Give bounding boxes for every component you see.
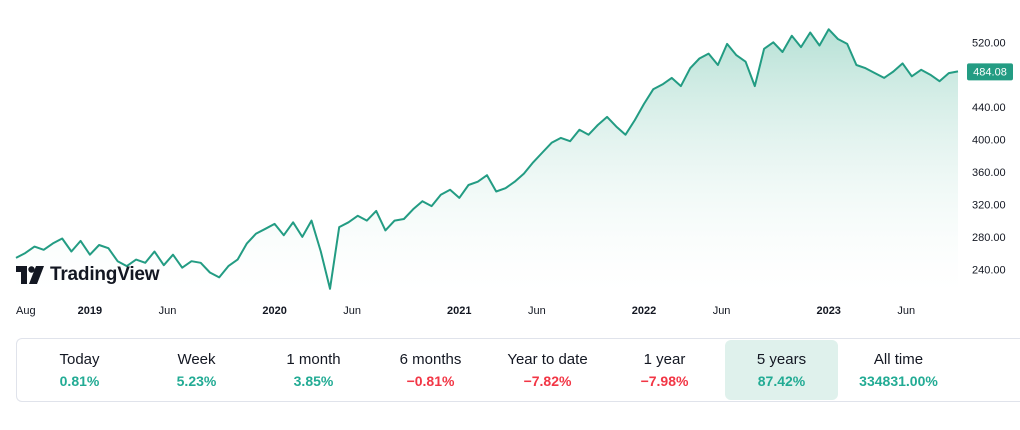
period-label: Today <box>59 351 100 368</box>
period-1-month[interactable]: 1 month 3.85% <box>257 340 370 400</box>
period-week[interactable]: Week 5.23% <box>140 340 253 400</box>
tradingview-wordmark: TradingView <box>50 264 160 285</box>
period-change: −7.82% <box>523 373 572 389</box>
period-today[interactable]: Today 0.81% <box>23 340 136 400</box>
period-label: 1 month <box>286 351 341 368</box>
last-price-label: 484.08 <box>973 66 1007 78</box>
y-tick-label: 320.00 <box>972 199 1006 211</box>
performance-periods: Today 0.81% Week 5.23% 1 month 3.85% 6 m… <box>16 338 1020 402</box>
y-tick-label: 440.00 <box>972 102 1006 114</box>
period-label: 5 years <box>756 351 807 368</box>
period-year-to-date[interactable]: Year to date −7.82% <box>491 340 604 400</box>
period-change: −0.81% <box>406 373 455 389</box>
x-tick-label: Jun <box>159 305 177 317</box>
period-label: 6 months <box>399 351 462 368</box>
period-change: 0.81% <box>59 373 100 389</box>
tradingview-logo-icon <box>16 266 44 284</box>
x-tick-label: 2019 <box>78 305 102 317</box>
x-tick-label: Jun <box>528 305 546 317</box>
x-tick-label: 2021 <box>447 305 471 317</box>
period-label: Week <box>177 351 216 368</box>
y-tick-label: 240.00 <box>972 264 1006 276</box>
x-tick-label: 2022 <box>632 305 656 317</box>
y-tick-label: 400.00 <box>972 135 1006 147</box>
y-tick-label: 520.00 <box>972 37 1006 49</box>
y-tick-label: 360.00 <box>972 167 1006 179</box>
period-label: 1 year <box>643 351 686 368</box>
period-label: All time <box>873 351 924 368</box>
x-tick-label: Aug <box>16 305 36 317</box>
y-tick-label: 280.00 <box>972 232 1006 244</box>
period-change: 5.23% <box>176 373 217 389</box>
x-tick-label: Jun <box>897 305 915 317</box>
x-tick-label: 2023 <box>816 305 840 317</box>
period-1-year[interactable]: 1 year −7.98% <box>608 340 721 400</box>
period-5-years[interactable]: 5 years 87.42% <box>725 340 838 400</box>
price-chart: 520.00480.00440.00400.00360.00320.00280.… <box>15 28 1013 317</box>
period-6-months[interactable]: 6 months −0.81% <box>374 340 487 400</box>
x-tick-label: Jun <box>343 305 361 317</box>
period-change: 3.85% <box>293 373 334 389</box>
x-tick-label: Jun <box>713 305 731 317</box>
last-price-badge <box>967 63 1013 81</box>
period-change: 87.42% <box>757 373 806 389</box>
x-tick-label: 2020 <box>262 305 286 317</box>
price-line <box>15 28 959 290</box>
period-change: 334831.00% <box>859 373 938 389</box>
tradingview-logo: TradingView <box>16 264 160 286</box>
period-change: −7.98% <box>640 373 689 389</box>
period-all-time[interactable]: All time 334831.00% <box>842 340 955 400</box>
period-label: Year to date <box>507 351 588 368</box>
price-area-fill <box>16 29 958 293</box>
